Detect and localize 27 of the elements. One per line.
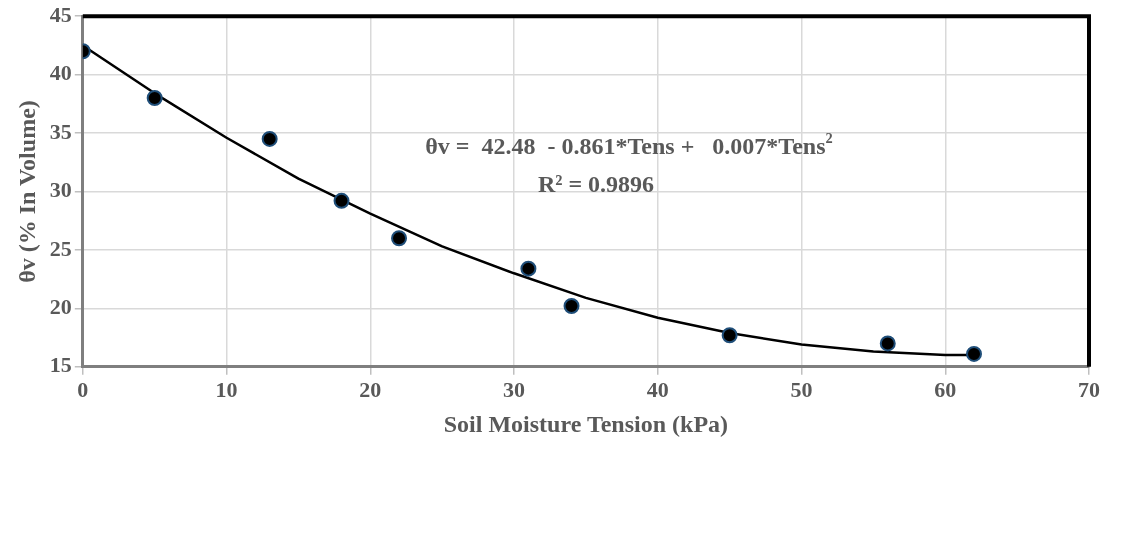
x-tick-label: 40 bbox=[646, 376, 669, 402]
y-tick-label: 30 bbox=[49, 177, 72, 203]
y-tick-label: 45 bbox=[49, 1, 72, 27]
x-tick-label: 60 bbox=[934, 376, 957, 402]
x-tick-label: 50 bbox=[790, 376, 813, 402]
y-tick-label: 35 bbox=[49, 118, 72, 144]
point bbox=[966, 345, 983, 362]
point bbox=[721, 327, 738, 344]
x-tick-label: 30 bbox=[503, 376, 526, 402]
point bbox=[391, 230, 408, 247]
point bbox=[146, 90, 163, 107]
x-axis-title: Soil Moisture Tension (kPa) bbox=[443, 410, 729, 437]
x-tick-label: 0 bbox=[77, 376, 89, 402]
y-tick-label: 15 bbox=[49, 352, 72, 378]
point bbox=[520, 260, 537, 277]
annotation: R² = 0.9896 bbox=[537, 171, 655, 198]
y-axis-title: θv (% In Volume) bbox=[13, 100, 40, 283]
x-tick-label: 10 bbox=[215, 376, 238, 402]
y-tick-label: 25 bbox=[49, 235, 72, 261]
point bbox=[563, 298, 580, 315]
point bbox=[879, 335, 896, 352]
x-tick-label: 20 bbox=[359, 376, 382, 402]
y-tick-label: 20 bbox=[49, 294, 72, 320]
x-tick-label: 70 bbox=[1078, 376, 1100, 402]
point bbox=[261, 130, 278, 147]
y-tick-label: 40 bbox=[49, 60, 72, 86]
point bbox=[333, 192, 350, 209]
